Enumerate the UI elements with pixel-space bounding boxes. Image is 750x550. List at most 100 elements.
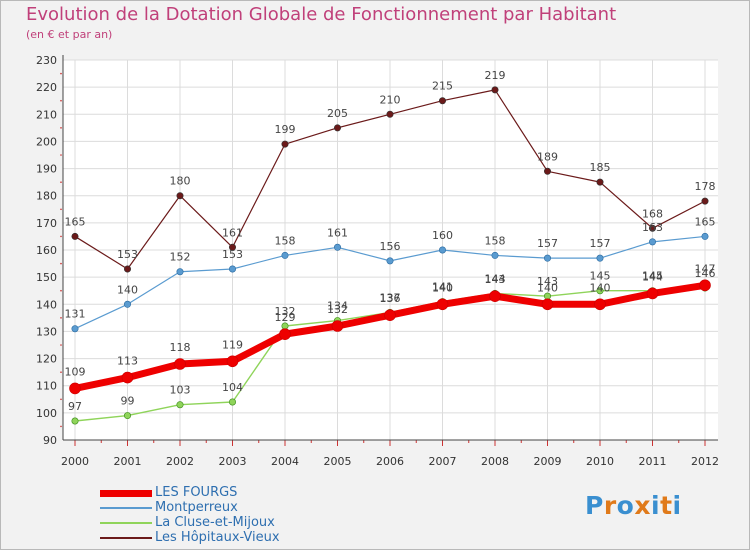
logo-letter: o bbox=[616, 491, 635, 520]
data-label: 141 bbox=[432, 281, 453, 294]
data-label: 215 bbox=[432, 80, 453, 93]
data-point bbox=[281, 140, 289, 148]
y-minor-tick bbox=[60, 127, 62, 129]
data-label: 219 bbox=[485, 69, 506, 82]
data-label: 140 bbox=[590, 281, 611, 294]
data-label: 109 bbox=[65, 365, 86, 378]
data-label: 156 bbox=[380, 240, 401, 253]
data-point bbox=[121, 371, 134, 384]
data-label: 147 bbox=[695, 262, 716, 275]
data-label: 104 bbox=[222, 381, 243, 394]
y-tick-label: 220 bbox=[36, 81, 57, 94]
y-minor-tick bbox=[60, 154, 62, 156]
data-point bbox=[701, 232, 709, 240]
data-point bbox=[176, 268, 184, 276]
series-montperreux: 131 140 152 153 158 161 156 160 158 157 157 163 165 bbox=[65, 215, 716, 333]
data-point bbox=[648, 238, 656, 246]
x-tick-label: 2005 bbox=[324, 455, 352, 468]
data-label: 145 bbox=[590, 270, 611, 283]
data-point bbox=[543, 254, 551, 262]
y-tick-label: 180 bbox=[36, 190, 57, 203]
data-point bbox=[333, 124, 341, 132]
x-tick-label: 2002 bbox=[166, 455, 194, 468]
data-label: 189 bbox=[537, 150, 558, 163]
x-tick-label: 2007 bbox=[429, 455, 457, 468]
x-tick-label: 2004 bbox=[271, 455, 299, 468]
series-les-h-pitaux-vieux: 165 153 180 161 199 205 210 215 219 189 185 168 178 bbox=[65, 69, 716, 273]
y-minor-tick bbox=[60, 208, 62, 211]
data-point bbox=[386, 110, 394, 118]
data-label: 165 bbox=[65, 215, 86, 228]
y-tick-label: 210 bbox=[36, 108, 57, 121]
data-label: 97 bbox=[68, 400, 82, 413]
data-label: 205 bbox=[327, 107, 348, 120]
data-label: 152 bbox=[170, 251, 191, 264]
y-minor-tick bbox=[60, 235, 62, 238]
logo-letter: r bbox=[603, 491, 617, 520]
legend-swatch bbox=[100, 507, 152, 509]
data-label: 103 bbox=[170, 384, 191, 397]
y-minor-tick bbox=[60, 371, 62, 373]
data-label: 157 bbox=[537, 237, 558, 250]
data-label: 146 bbox=[695, 267, 716, 280]
data-point bbox=[281, 251, 289, 259]
y-minor-tick bbox=[60, 99, 62, 102]
data-label: 165 bbox=[695, 215, 716, 228]
data-label: 161 bbox=[327, 226, 348, 239]
data-point bbox=[124, 265, 132, 273]
logo-letter: x bbox=[634, 491, 651, 520]
y-minor-tick bbox=[60, 262, 62, 265]
legend-label: Montperreux bbox=[155, 500, 238, 515]
y-tick-label: 150 bbox=[36, 271, 57, 284]
data-label: 132 bbox=[275, 305, 296, 318]
data-label: 113 bbox=[117, 355, 138, 368]
chart-subtitle: (en € et par an) bbox=[26, 28, 113, 41]
data-label: 185 bbox=[590, 161, 611, 174]
data-point bbox=[71, 232, 79, 240]
data-point bbox=[701, 197, 709, 205]
y-tick-label: 190 bbox=[36, 163, 57, 176]
data-label: 144 bbox=[485, 272, 506, 285]
data-label: 160 bbox=[432, 229, 453, 242]
x-tick-label: 2011 bbox=[639, 455, 667, 468]
legend-swatch bbox=[100, 522, 152, 524]
data-point bbox=[438, 97, 446, 105]
x-tick-label: 2006 bbox=[376, 455, 404, 468]
y-minor-tick bbox=[60, 425, 62, 428]
x-tick-label: 2000 bbox=[61, 455, 89, 468]
logo-letter: P bbox=[585, 491, 604, 520]
y-tick-label: 110 bbox=[36, 380, 57, 393]
data-point bbox=[226, 355, 239, 368]
data-point bbox=[596, 178, 604, 186]
y-minor-tick bbox=[60, 317, 62, 319]
data-point bbox=[699, 279, 711, 292]
data-point bbox=[596, 254, 604, 262]
y-tick-label: 120 bbox=[36, 353, 57, 366]
y-minor-tick bbox=[60, 289, 62, 292]
data-point bbox=[646, 287, 659, 300]
x-tick-label: 2012 bbox=[691, 455, 719, 468]
data-label: 129 bbox=[275, 311, 296, 324]
data-label: 137 bbox=[380, 291, 401, 304]
y-tick-label: 100 bbox=[36, 407, 57, 420]
y-minor-tick bbox=[60, 72, 62, 75]
data-label: 157 bbox=[590, 237, 611, 250]
data-point bbox=[594, 298, 606, 311]
data-point bbox=[176, 401, 184, 409]
y-tick-label: 230 bbox=[36, 54, 57, 67]
y-minor-tick bbox=[60, 181, 62, 183]
data-point bbox=[279, 328, 291, 340]
y-tick-label: 90 bbox=[43, 434, 57, 447]
x-tick-label: 2009 bbox=[534, 455, 562, 468]
y-tick-label: 200 bbox=[36, 135, 57, 148]
legend-swatch bbox=[100, 489, 152, 497]
data-point bbox=[491, 86, 499, 94]
data-point bbox=[331, 320, 344, 332]
data-point bbox=[386, 257, 394, 265]
data-point bbox=[384, 309, 396, 321]
data-point bbox=[489, 290, 501, 302]
data-label: 134 bbox=[327, 300, 348, 313]
logo-letter: t bbox=[660, 491, 673, 520]
y-minor-tick bbox=[60, 398, 62, 401]
